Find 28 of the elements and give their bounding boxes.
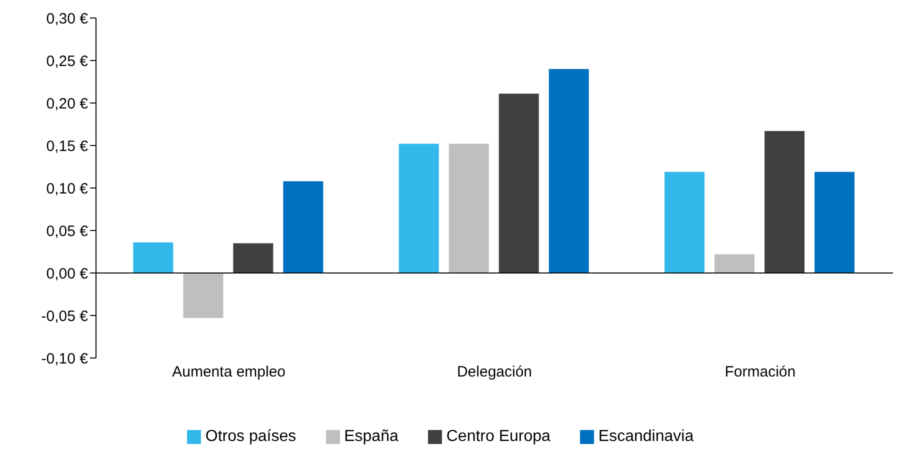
bar <box>498 94 539 273</box>
bar <box>548 69 589 273</box>
x-tick-label: Delegación <box>456 364 532 381</box>
bar <box>233 243 274 273</box>
y-tick-label: 0,25 € <box>46 52 89 70</box>
bar <box>764 131 805 273</box>
x-tick-label: Aumenta empleo <box>172 364 286 381</box>
y-tick-label: -0,05 € <box>41 308 89 325</box>
y-tick-label: 0,10 € <box>46 180 89 198</box>
bar <box>814 172 855 273</box>
bar <box>448 144 489 273</box>
bar <box>714 254 755 273</box>
bar <box>183 273 224 318</box>
y-tick-label: 0,20 € <box>46 95 89 112</box>
bar <box>398 144 439 273</box>
bar <box>133 242 174 273</box>
legend-label: Escandinavia <box>598 428 694 445</box>
legend-label: España <box>344 428 398 445</box>
legend-label: Centro Europa <box>446 428 550 445</box>
y-tick-label: 0,05 € <box>46 222 89 240</box>
x-tick-label: Formación <box>724 364 796 381</box>
legend-label: Otros países <box>205 428 296 445</box>
y-tick-label: -0,10 € <box>41 350 89 368</box>
y-tick-label: 0,00 € <box>46 265 89 282</box>
bar <box>283 181 324 273</box>
y-tick-label: 0,30 € <box>46 10 89 28</box>
bar <box>664 172 705 273</box>
y-tick-label: 0,15 € <box>46 138 89 155</box>
